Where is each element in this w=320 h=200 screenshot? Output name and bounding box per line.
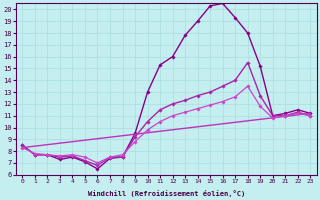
X-axis label: Windchill (Refroidissement éolien,°C): Windchill (Refroidissement éolien,°C) — [88, 190, 245, 197]
